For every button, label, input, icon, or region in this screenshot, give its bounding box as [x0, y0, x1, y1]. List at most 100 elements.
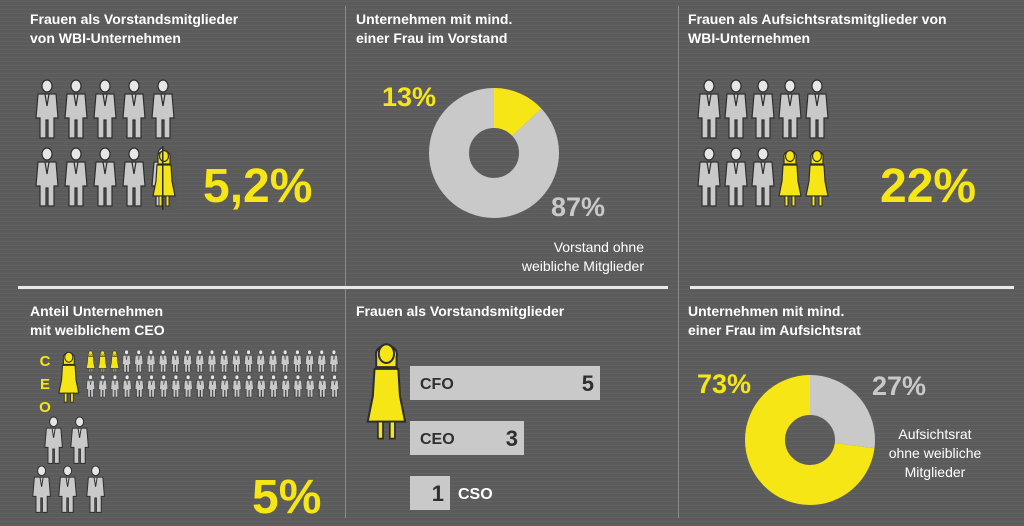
man-icon: [697, 147, 721, 207]
panel-6-title-line2: einer Frau im Aufsichtsrat: [688, 322, 861, 338]
man-icon: [778, 79, 802, 139]
donut-chart-aufsichtsrat: [745, 375, 875, 505]
small-man-icon: [134, 349, 144, 373]
panel-6-note: Aufsichtsrat ohne weibliche Mitglieder: [870, 425, 1000, 482]
man-icon: [35, 147, 59, 207]
small-man-icon: [146, 349, 156, 373]
small-man-icon: [330, 374, 339, 398]
panel-2-title-line2: einer Frau im Vorstand: [356, 30, 508, 46]
small-man-icon: [195, 349, 205, 373]
man-icon: [751, 79, 775, 139]
man-icon: [697, 79, 721, 139]
small-man-icon: [292, 349, 302, 373]
small-man-icon: [317, 349, 327, 373]
man-icon: [93, 79, 117, 139]
panel-1-value: 5,2%: [203, 160, 313, 213]
man-icon: [122, 79, 146, 139]
donut-chart-vorstand: [429, 88, 559, 218]
panel-3-title-line1: Frauen als Aufsichtsratsmitglieder von: [688, 11, 947, 27]
small-man-icon: [183, 349, 192, 373]
small-man-icon: [134, 374, 144, 398]
small-man-icon: [122, 374, 132, 398]
ceo-letter-o: O: [39, 399, 51, 416]
ceo-woman-icon: [58, 351, 80, 403]
panel-6-label-rest: 27%: [872, 371, 927, 401]
man-icon: [151, 79, 175, 139]
small-man-icon: [159, 374, 169, 398]
small-man-icon: [122, 349, 131, 373]
donut-slice-women: [745, 375, 875, 505]
woman-icon: [778, 149, 802, 207]
small-man-icon: [232, 374, 242, 398]
panel-6-note-line3: Mitglieder: [904, 464, 966, 480]
small-man-icon: [268, 349, 278, 373]
divider-vertical-1: [345, 6, 346, 518]
small-man-icon: [293, 374, 303, 398]
bar-value-cso: 1: [432, 481, 444, 506]
small-man-icon: [207, 349, 217, 373]
small-man-icon: [98, 374, 108, 398]
panel-4-value: 5%: [252, 471, 322, 524]
small-woman-icon: [98, 350, 108, 373]
panel-6-note-line2: ohne weibliche: [888, 445, 982, 461]
small-man-icon: [183, 374, 193, 398]
small-man-icon: [220, 374, 230, 398]
small-man-icon: [269, 374, 278, 398]
woman-large-icon: [366, 343, 407, 440]
panel-2-label-women: 13%: [382, 82, 437, 112]
small-woman-icon: [86, 350, 96, 373]
small-woman-icon: [110, 350, 120, 373]
panel-6-title-line1: Unternehmen mit mind.: [688, 303, 845, 319]
man-icon: [805, 79, 829, 139]
ceo-letters: C E O: [36, 350, 54, 419]
divider-horizontal-right: [690, 286, 1014, 289]
panel-4-title: Anteil Unternehmen mit weiblichem CEO: [30, 302, 165, 340]
bar-ceo: [410, 421, 524, 455]
panel-2-note-line2: weibliche Mitglieder: [521, 258, 644, 274]
bar-label-ceo: CEO: [420, 431, 455, 448]
panel-2-title-line1: Unternehmen mit mind.: [356, 11, 513, 27]
bar-cso: [410, 476, 450, 510]
small-man-icon: [317, 374, 327, 398]
man-icon: [122, 147, 146, 207]
small-man-icon: [281, 374, 291, 398]
man-icon: [724, 79, 748, 139]
panel-2-note: Vorstand ohne weibliche Mitglieder: [480, 238, 644, 276]
bar-value-cfo: 5: [582, 371, 594, 396]
bar-label-cfo: CFO: [420, 376, 454, 393]
small-man-icon: [256, 374, 266, 398]
small-man-icon: [158, 349, 168, 373]
small-man-icon: [305, 374, 315, 398]
woman-icon: [805, 149, 829, 207]
small-man-icon: [147, 374, 156, 398]
small-man-icon: [256, 349, 266, 373]
bar-label-cso: CSO: [458, 486, 493, 503]
divider-horizontal-left: [18, 286, 668, 289]
woman-icon: [152, 149, 176, 207]
panel-2-title: Unternehmen mit mind. einer Frau im Vors…: [356, 10, 512, 48]
bar-cfo: [410, 366, 600, 400]
man-icon: [86, 465, 105, 513]
man-icon: [724, 147, 748, 207]
small-man-icon: [86, 374, 95, 398]
small-man-icon: [110, 374, 120, 398]
panel-2-note-line1: Vorstand ohne: [553, 239, 644, 255]
ceo-letter-e: E: [39, 376, 50, 393]
small-man-icon: [208, 374, 217, 398]
panel-2-label-rest: 87%: [551, 192, 606, 222]
panel-6-note-line1: Aufsichtsrat: [898, 426, 972, 442]
panel-1-title: Frauen als Vorstandsmitglieder von WBI-U…: [30, 10, 238, 48]
panel-4-title-line1: Anteil Unternehmen: [30, 303, 164, 319]
panel-3-title-line2: WBI-Unternehmen: [688, 30, 811, 46]
small-man-icon: [170, 349, 180, 373]
panel-5-title: Frauen als Vorstandsmitglieder: [356, 303, 565, 319]
man-icon: [64, 147, 88, 207]
man-icon: [751, 147, 775, 207]
panel-1-title-line1: Frauen als Vorstandsmitglieder: [30, 11, 239, 27]
small-man-icon: [219, 349, 229, 373]
panel-4-title-line2: mit weiblichem CEO: [30, 322, 165, 338]
small-man-icon: [171, 374, 181, 398]
small-man-icon: [280, 349, 290, 373]
small-man-icon: [244, 349, 253, 373]
